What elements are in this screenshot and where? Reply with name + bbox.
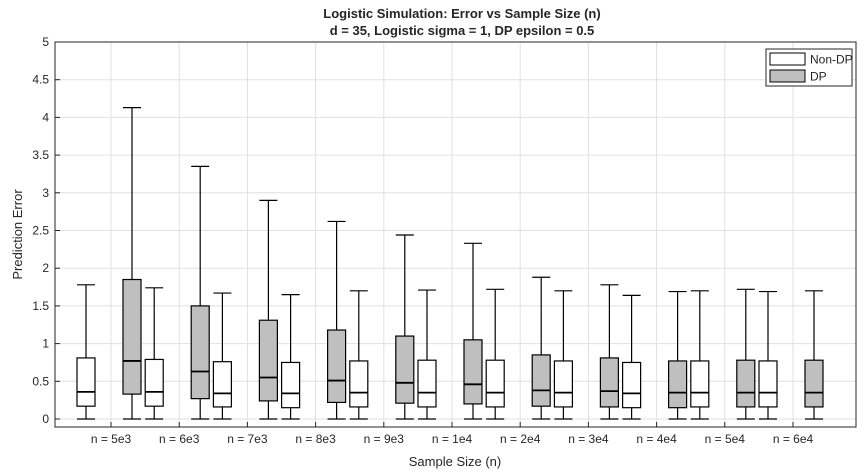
x-tick-label: n = 5e4	[705, 432, 746, 446]
x-tick-label: n = 6e3	[159, 432, 200, 446]
y-tick-label: 1.5	[32, 299, 49, 313]
box-iqr	[76, 357, 96, 407]
box-iqr	[736, 359, 756, 408]
box-dp-2	[190, 165, 210, 420]
legend-label-dp: DP	[810, 70, 827, 84]
box-dp-8	[599, 284, 620, 420]
chart-title: Logistic Simulation: Error vs Sample Siz…	[323, 6, 600, 21]
chart-subtitle: d = 35, Logistic sigma = 1, DP epsilon =…	[330, 23, 595, 38]
box-iqr	[349, 360, 369, 408]
box-dp-5	[395, 234, 415, 420]
x-tick-label: n = 2e4	[500, 432, 541, 446]
box-dp-6	[463, 242, 483, 420]
box-non-dp-4	[281, 293, 301, 420]
plot-area-frame	[54, 41, 857, 428]
box-non-dp-11	[758, 290, 778, 420]
box-iqr	[144, 358, 164, 407]
y-tick-label: 1	[42, 337, 49, 351]
box-iqr	[485, 359, 505, 408]
legend-swatch-dp	[769, 69, 806, 83]
box-non-dp-2	[144, 287, 164, 420]
legend: Non-DP DP	[765, 48, 853, 87]
box-iqr	[122, 278, 142, 395]
y-tick-label: 3	[42, 186, 49, 200]
x-tick-label: n = 8e3	[295, 432, 336, 446]
box-non-dp-7	[485, 288, 505, 420]
box-dp-9	[667, 290, 688, 420]
y-tick-label: 0	[42, 412, 49, 426]
box-iqr	[395, 335, 415, 404]
box-iqr	[804, 359, 824, 408]
box-layer	[76, 106, 824, 420]
y-tick-label: 4	[42, 110, 49, 124]
box-iqr	[531, 354, 551, 407]
box-iqr	[258, 319, 278, 402]
box-non-dp-9	[621, 294, 642, 420]
box-non-dp-6	[417, 289, 437, 420]
box-iqr	[758, 360, 778, 408]
box-non-dp-5	[349, 290, 369, 420]
box-iqr	[599, 357, 620, 408]
box-iqr	[621, 361, 642, 409]
box-iqr	[327, 329, 347, 404]
box-iqr	[667, 360, 688, 409]
box-dp-3	[258, 199, 278, 420]
box-iqr	[417, 359, 437, 408]
y-tick-label: 4.5	[32, 73, 49, 87]
x-tick-label: n = 4e4	[636, 432, 677, 446]
x-tick-label: n = 3e4	[568, 432, 609, 446]
x-tick-label: n = 5e3	[91, 432, 132, 446]
box-dp-7	[531, 276, 551, 420]
x-axis-label: Sample Size (n)	[409, 454, 501, 469]
y-axis-ticks: 0 0.5 1 1.5 2 2.5 3 3.5 4 4.5 5	[32, 35, 60, 426]
box-iqr	[553, 360, 574, 408]
y-tick-label: 3.5	[32, 148, 49, 162]
box-non-dp-10	[690, 290, 710, 420]
box-iqr	[690, 360, 710, 408]
box-iqr	[281, 361, 301, 409]
box-iqr	[212, 361, 232, 408]
box-dp-11	[804, 290, 824, 420]
legend-label-non-dp: Non-DP	[810, 53, 853, 67]
box-non-dp-8	[553, 290, 574, 420]
box-non-dp-1	[76, 284, 96, 420]
box-dp-10	[736, 288, 756, 420]
x-axis-ticks: n = 5e3 n = 6e3 n = 7e3 n = 8e3 n = 9e3 n = 1…	[91, 422, 814, 446]
box-dp-1	[122, 106, 142, 420]
box-non-dp-3	[212, 292, 232, 420]
legend-swatch-non-dp	[769, 52, 806, 66]
x-tick-label: n = 1e4	[432, 432, 473, 446]
x-tick-label: n = 6e4	[773, 432, 814, 446]
x-tick-label: n = 7e3	[227, 432, 268, 446]
y-tick-label: 2.5	[32, 224, 49, 238]
y-tick-label: 0.5	[32, 374, 49, 388]
y-tick-label: 5	[42, 35, 49, 49]
x-tick-label: n = 9e3	[364, 432, 405, 446]
box-dp-4	[327, 220, 347, 420]
y-tick-label: 2	[42, 261, 49, 275]
box-iqr	[463, 339, 483, 405]
box-iqr	[190, 305, 210, 400]
y-axis-label: Prediction Error	[10, 189, 25, 280]
